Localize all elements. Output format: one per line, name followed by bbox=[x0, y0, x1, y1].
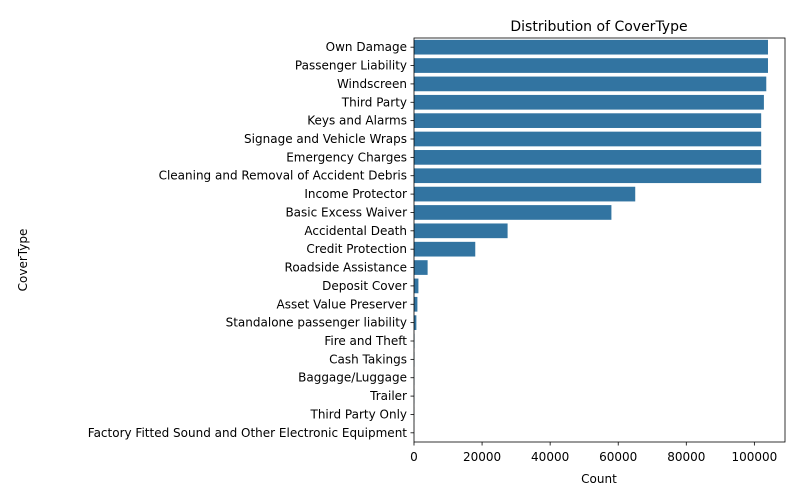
bar-7 bbox=[414, 168, 762, 184]
y-tick-label-0: Own Damage bbox=[326, 40, 407, 54]
x-axis-title: Count bbox=[581, 472, 617, 486]
bar-3 bbox=[414, 94, 764, 110]
y-tick-label-6: Emergency Charges bbox=[286, 150, 407, 164]
bar-11 bbox=[414, 241, 476, 257]
x-tick-label-1: 20000 bbox=[463, 450, 501, 464]
y-tick-label-9: Basic Excess Waiver bbox=[285, 205, 407, 219]
y-tick-label-18: Baggage/Luggage bbox=[298, 371, 407, 385]
y-tick-label-15: Standalone passenger liability bbox=[226, 316, 407, 330]
bar-9 bbox=[414, 205, 612, 220]
y-tick-label-16: Fire and Theft bbox=[324, 334, 407, 348]
bar-1 bbox=[414, 58, 768, 73]
y-tick-label-2: Windscreen bbox=[337, 77, 407, 91]
y-tick-label-20: Third Party Only bbox=[309, 407, 407, 421]
y-tick-label-1: Passenger Liability bbox=[295, 59, 407, 73]
bar-13 bbox=[414, 278, 419, 294]
x-tick-label-5: 100000 bbox=[731, 450, 777, 464]
bar-6 bbox=[414, 150, 762, 165]
y-tick-label-13: Deposit Cover bbox=[322, 279, 407, 293]
y-tick-label-3: Third Party bbox=[341, 95, 407, 109]
y-tick-label-7: Cleaning and Removal of Accident Debris bbox=[159, 169, 407, 183]
y-tick-label-12: Roadside Assistance bbox=[285, 261, 407, 275]
x-tick-label-3: 60000 bbox=[599, 450, 637, 464]
bar-14 bbox=[414, 296, 418, 312]
bar-0 bbox=[414, 39, 768, 55]
y-tick-label-5: Signage and Vehicle Wraps bbox=[244, 132, 407, 146]
bar-8 bbox=[414, 186, 636, 202]
x-tick-label-2: 40000 bbox=[531, 450, 569, 464]
x-tick-labels: 0 20000 40000 60000 80000 100000 bbox=[410, 442, 777, 464]
y-tick-labels: Own Damage Passenger Liability Windscreen T… bbox=[88, 40, 414, 440]
y-tick-label-11: Credit Protection bbox=[306, 242, 407, 256]
y-axis-title: CoverType bbox=[16, 229, 30, 292]
bar-4 bbox=[414, 113, 762, 128]
x-tick-label-0: 0 bbox=[410, 450, 418, 464]
y-tick-label-19: Trailer bbox=[369, 389, 407, 403]
x-tick-label-4: 80000 bbox=[667, 450, 705, 464]
chart-title: Distribution of CoverType bbox=[510, 19, 687, 35]
y-tick-label-21: Factory Fitted Sound and Other Electroni… bbox=[88, 426, 408, 440]
bars-group bbox=[414, 39, 768, 441]
y-tick-label-8: Income Protector bbox=[304, 187, 407, 201]
bar-12 bbox=[414, 260, 428, 275]
y-tick-label-17: Cash Takings bbox=[329, 352, 407, 366]
y-tick-label-14: Asset Value Preserver bbox=[277, 297, 408, 311]
bar-2 bbox=[414, 76, 767, 92]
bar-10 bbox=[414, 223, 508, 239]
y-tick-label-10: Accidental Death bbox=[304, 224, 407, 238]
bar-15 bbox=[414, 315, 417, 330]
bar-5 bbox=[414, 131, 762, 147]
y-tick-label-4: Keys and Alarms bbox=[307, 114, 407, 128]
plot-frame bbox=[413, 37, 786, 443]
